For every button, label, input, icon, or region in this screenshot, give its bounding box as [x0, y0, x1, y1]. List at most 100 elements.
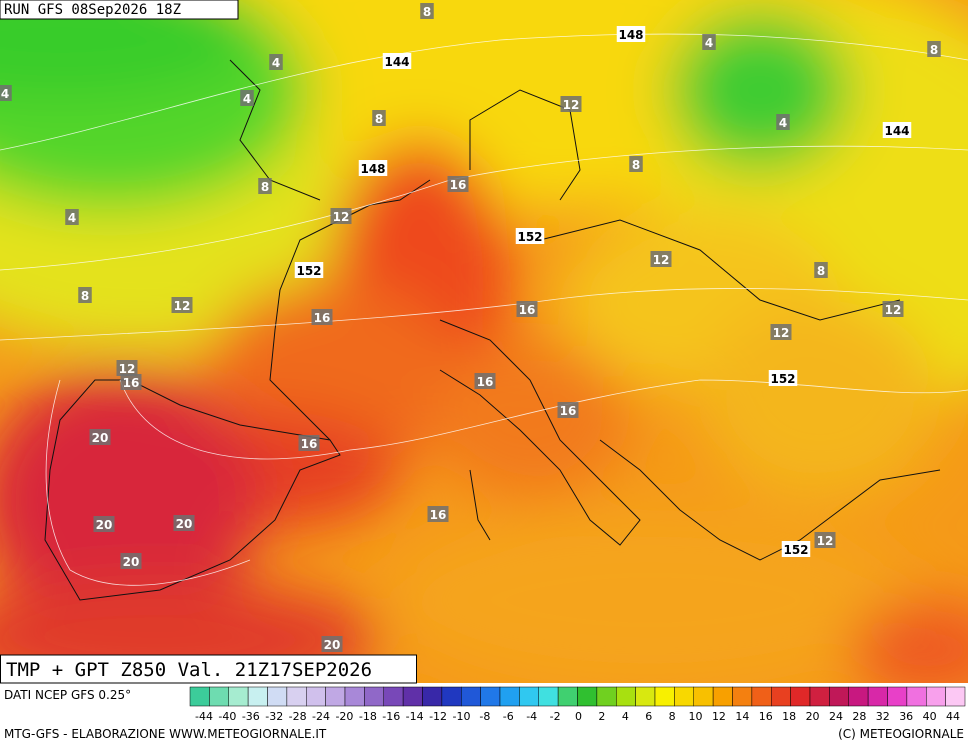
label-box [814, 532, 836, 548]
colorbar-label: -24 [312, 710, 330, 723]
contour-label: 4 [272, 56, 280, 70]
footer-right: (C) METEOGIORNALE [838, 727, 964, 741]
colorbar-label: -8 [479, 710, 490, 723]
label-box [927, 41, 941, 57]
contour-label: 16 [301, 437, 318, 451]
colorbar-label: -32 [265, 710, 283, 723]
contours [0, 33, 968, 586]
label-box [116, 360, 138, 376]
contour-label: 8 [930, 43, 938, 57]
label-box [372, 110, 386, 126]
label-box [269, 54, 283, 70]
colorbar-label: 36 [899, 710, 913, 723]
colorbar-swatch [538, 686, 559, 707]
label-box [298, 435, 320, 451]
label-box [311, 309, 333, 325]
colorbar-swatch [829, 686, 849, 707]
colorbar-label: 14 [735, 710, 749, 723]
label-box [420, 3, 434, 19]
colorbar-swatch [654, 686, 675, 707]
colorbar-swatch [499, 686, 520, 707]
colorbar-label: -14 [406, 710, 424, 723]
label-box [474, 373, 496, 389]
label-box [781, 541, 811, 557]
colorbar-swatch [286, 686, 307, 707]
label-box [382, 53, 412, 69]
colorbar-label: -28 [289, 710, 307, 723]
label-box [173, 515, 195, 531]
colorbar-swatch [557, 686, 578, 707]
colorbar-swatch [519, 686, 539, 707]
contour-label: 4 [1, 87, 9, 101]
contour-labels: 8 148 4 8 144 4 4 4 12 8 4 144 8 148 16 8 12 4 152 12 152 8 8 1… [0, 3, 941, 652]
colorbar-swatch [577, 686, 598, 707]
colorbar-label: -2 [550, 710, 561, 723]
label-box [616, 26, 646, 42]
colorbar-swatch [809, 686, 830, 707]
contour-label: 152 [770, 372, 795, 386]
colorbar-label: 24 [829, 710, 843, 723]
contour-label: 20 [96, 518, 113, 532]
colorbar-label: 32 [876, 710, 890, 723]
contour-label: 16 [123, 376, 140, 390]
contour-label: 8 [423, 5, 431, 19]
contour-label: 4 [779, 116, 787, 130]
label-box [78, 287, 92, 303]
contour-label: 20 [92, 431, 109, 445]
contour-label: 8 [632, 158, 640, 172]
contour-label: 8 [375, 112, 383, 126]
label-box [294, 262, 324, 278]
data-source: DATI NCEP GFS 0.25° [4, 688, 131, 702]
colorbar-swatch [771, 686, 791, 707]
colorbar-swatch [209, 686, 229, 707]
label-box [882, 122, 912, 138]
label-box [776, 114, 790, 130]
label-box [93, 516, 115, 532]
map-title: TMP + GPT Z850 Val. 21Z17SEP2026 [6, 659, 372, 681]
contour-label: 12 [885, 303, 902, 317]
colorbar-label: -18 [359, 710, 377, 723]
colorbar-label: 8 [669, 710, 676, 723]
contour-label: 12 [773, 326, 790, 340]
title-box [0, 654, 417, 684]
colorbar-swatch [306, 686, 326, 707]
colorbar-swatch [674, 686, 694, 707]
contour-label: 20 [176, 517, 193, 531]
label-box [120, 374, 142, 390]
contour-label: 16 [560, 404, 577, 418]
contour-label: 152 [296, 264, 321, 278]
label-box [629, 156, 643, 172]
label-box [240, 90, 254, 106]
colorbar-swatch [422, 686, 443, 707]
contour-label: 12 [653, 253, 670, 267]
label-box [321, 636, 343, 652]
contour-label: 152 [783, 543, 808, 557]
contour-label: 148 [360, 162, 385, 176]
colorbar-swatch [906, 686, 927, 707]
colorbar-label: 2 [598, 710, 605, 723]
label-box [814, 262, 828, 278]
label-box [258, 178, 272, 194]
label-box [427, 506, 449, 522]
contour-label: 8 [817, 264, 825, 278]
colorbar-swatch [635, 686, 656, 707]
colorbar-label: -6 [503, 710, 514, 723]
contour-label: 4 [705, 36, 713, 50]
contour-label: 16 [477, 375, 494, 389]
label-box [515, 228, 545, 244]
label-box [358, 160, 388, 176]
colorbar-swatch [189, 686, 210, 707]
label-box [770, 324, 792, 340]
label-box [171, 297, 193, 313]
contour-label: 144 [384, 55, 409, 69]
label-box [120, 553, 142, 569]
colorbar-swatch [790, 686, 811, 707]
colorbar-label: 6 [645, 710, 652, 723]
colorbar-swatch [732, 686, 753, 707]
contour-label: 12 [119, 362, 136, 376]
colorbar-swatch [887, 686, 908, 707]
contour-label: 12 [817, 534, 834, 548]
colorbar-swatch [344, 686, 365, 707]
